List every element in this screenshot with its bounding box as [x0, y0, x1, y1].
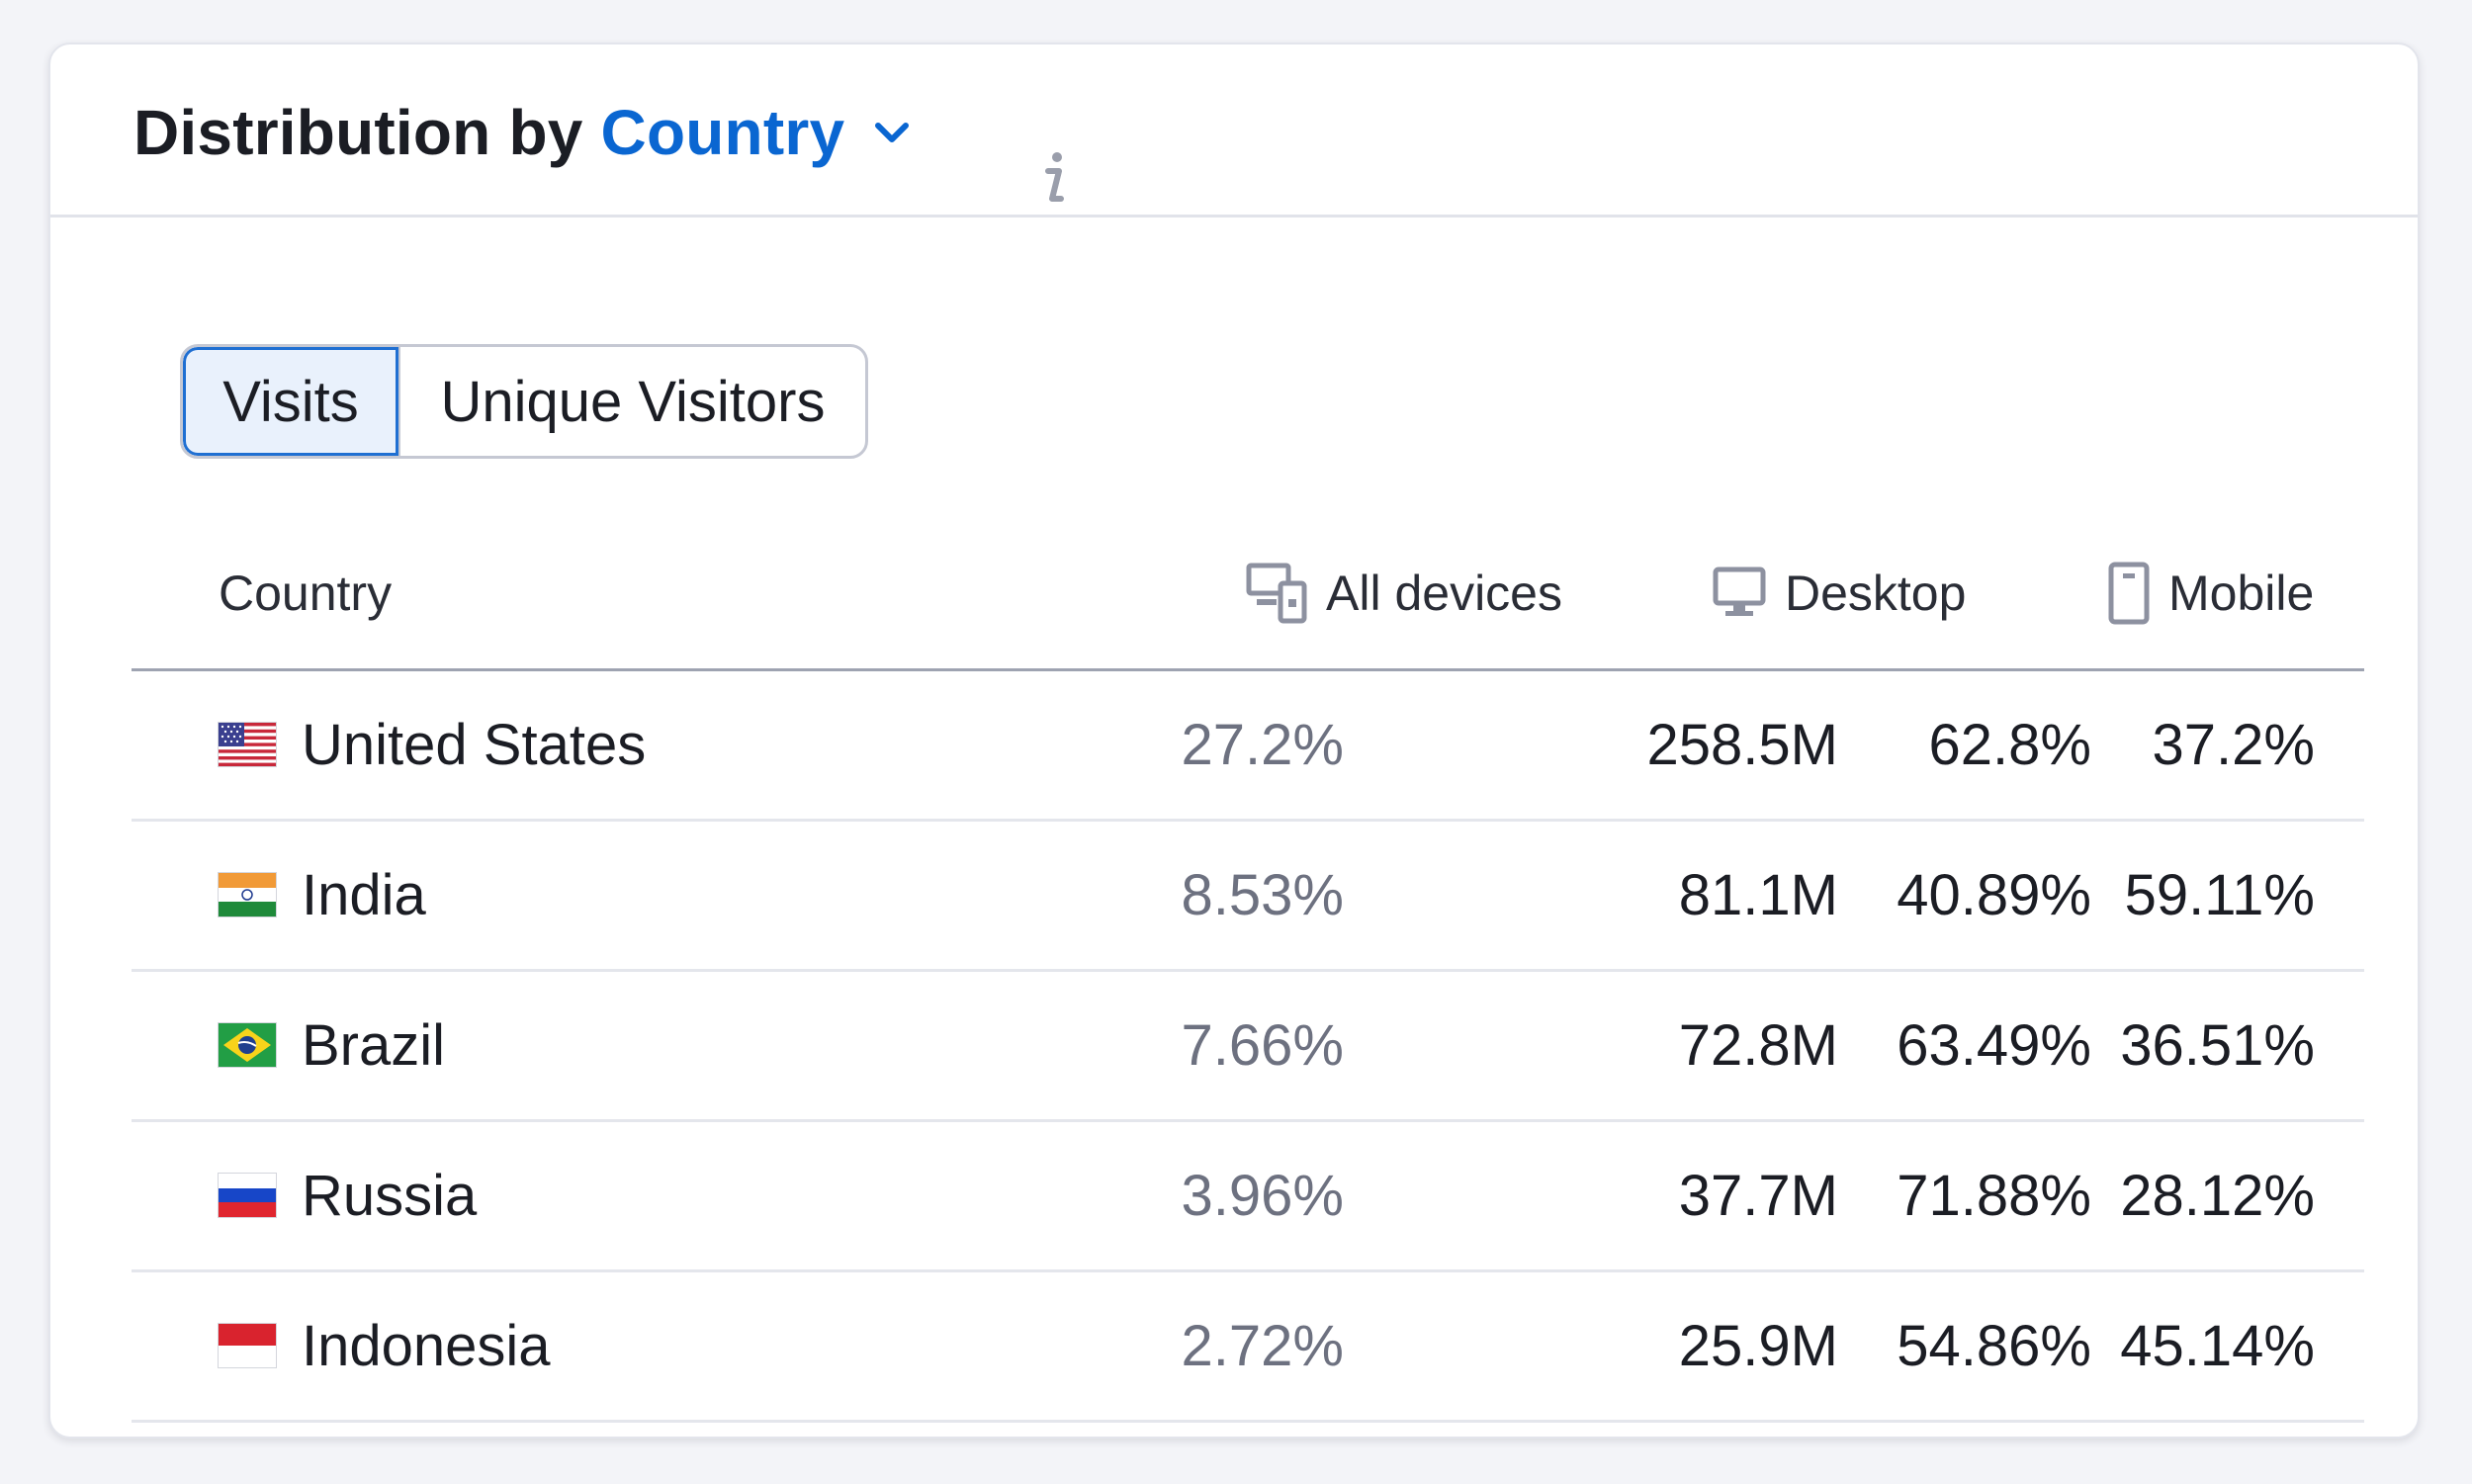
brazil-flag-icon [219, 1023, 276, 1067]
all-devices-value: 81.1M [1678, 862, 1838, 927]
desktop-value: 71.88% [1897, 1163, 2091, 1228]
country-name[interactable]: Indonesia [302, 1313, 551, 1378]
country-table: Country All devices Desktop [132, 519, 2364, 1423]
widget-title: Distribution by Country [133, 88, 914, 177]
desktop-value: 63.49% [1897, 1012, 2091, 1078]
tab-unique-visitors[interactable]: Unique Visitors [398, 347, 865, 456]
table-row[interactable]: Brazil 7.66% 72.8M 63.49% 36.51% [132, 972, 2364, 1122]
table-row[interactable]: India 8.53% 81.1M 40.89% 59.11% [132, 822, 2364, 972]
chevron-down-icon [870, 111, 914, 154]
share-value: 2.72% [1181, 1313, 1344, 1378]
widget-header: Distribution by Country [50, 44, 2418, 218]
header-desktop-label: Desktop [1785, 566, 1967, 621]
desktop-value: 54.86% [1897, 1313, 2091, 1378]
header-all-devices[interactable]: All devices [1245, 519, 1562, 667]
all-devices-value: 25.9M [1678, 1313, 1838, 1378]
russia-flag-icon [219, 1174, 276, 1217]
header-mobile-label: Mobile [2168, 566, 2315, 621]
all-devices-value: 72.8M [1678, 1012, 1838, 1078]
distribution-widget: Distribution by Country Visits Unique Vi… [48, 43, 2420, 1439]
table-row[interactable]: United States 27.2% 258.5M 62.8% 37.2% [132, 671, 2364, 822]
table-row[interactable]: Russia 3.96% 37.7M 71.88% 28.12% [132, 1122, 2364, 1272]
title-prefix: Distribution by [133, 97, 583, 168]
header-country: Country [219, 566, 393, 621]
country-cell: Russia [219, 1122, 477, 1268]
country-name[interactable]: United States [302, 712, 647, 777]
country-cell: United States [219, 671, 646, 818]
dimension-label: Country [600, 97, 845, 168]
mobile-value: 28.12% [2120, 1163, 2315, 1228]
share-value: 27.2% [1181, 712, 1344, 777]
country-cell: India [219, 822, 426, 968]
all-devices-value: 37.7M [1678, 1163, 1838, 1228]
mobile-phone-icon [2108, 562, 2150, 625]
header-all-devices-label: All devices [1326, 566, 1562, 621]
india-flag-icon [219, 873, 276, 917]
share-value: 7.66% [1181, 1012, 1344, 1078]
country-cell: Indonesia [219, 1272, 551, 1419]
country-name[interactable]: India [302, 862, 426, 927]
table-header: Country All devices Desktop [132, 519, 2364, 671]
indonesia-flag-icon [219, 1324, 276, 1367]
header-mobile[interactable]: Mobile [2107, 519, 2314, 667]
share-value: 3.96% [1181, 1163, 1344, 1228]
devices-icon [1246, 563, 1307, 624]
country-cell: Brazil [219, 972, 445, 1118]
mobile-value: 59.11% [2124, 862, 2315, 927]
share-value: 8.53% [1181, 862, 1344, 927]
mobile-value: 37.2% [2152, 712, 2315, 777]
desktop-monitor-icon [1713, 567, 1766, 616]
tab-visits[interactable]: Visits [183, 347, 398, 456]
mobile-value: 45.14% [2120, 1313, 2315, 1378]
header-desktop[interactable]: Desktop [1712, 519, 1966, 667]
all-devices-value: 258.5M [1646, 712, 1838, 777]
desktop-value: 62.8% [1928, 712, 2091, 777]
desktop-value: 40.89% [1897, 862, 2091, 927]
country-name[interactable]: Russia [302, 1163, 478, 1228]
mobile-value: 36.51% [2120, 1012, 2315, 1078]
table-row[interactable]: Indonesia 2.72% 25.9M 54.86% 45.14% [132, 1272, 2364, 1423]
metric-toggle: Visits Unique Visitors [180, 344, 868, 459]
dimension-dropdown[interactable]: Country [601, 96, 915, 169]
info-icon[interactable] [1039, 151, 1071, 207]
country-name[interactable]: Brazil [302, 1012, 446, 1078]
us-flag-icon [219, 723, 276, 766]
